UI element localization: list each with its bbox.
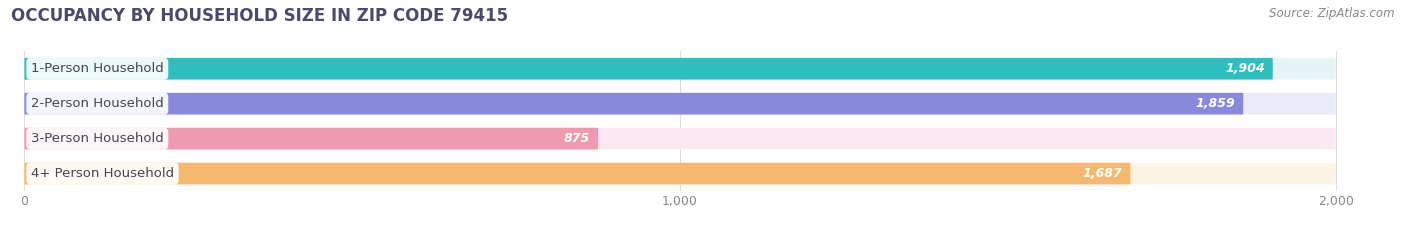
FancyBboxPatch shape	[24, 163, 1130, 185]
Text: 2-Person Household: 2-Person Household	[31, 97, 163, 110]
FancyBboxPatch shape	[24, 128, 598, 150]
FancyBboxPatch shape	[24, 58, 1272, 80]
Text: 875: 875	[564, 132, 591, 145]
Text: 3-Person Household: 3-Person Household	[31, 132, 163, 145]
Text: 1,904: 1,904	[1225, 62, 1265, 75]
Text: Source: ZipAtlas.com: Source: ZipAtlas.com	[1270, 7, 1395, 20]
Text: 1-Person Household: 1-Person Household	[31, 62, 163, 75]
FancyBboxPatch shape	[24, 163, 1336, 185]
FancyBboxPatch shape	[24, 58, 1336, 80]
Text: 4+ Person Household: 4+ Person Household	[31, 167, 174, 180]
FancyBboxPatch shape	[24, 93, 1243, 115]
Text: OCCUPANCY BY HOUSEHOLD SIZE IN ZIP CODE 79415: OCCUPANCY BY HOUSEHOLD SIZE IN ZIP CODE …	[11, 7, 509, 25]
FancyBboxPatch shape	[24, 128, 1336, 150]
Text: 1,687: 1,687	[1083, 167, 1122, 180]
FancyBboxPatch shape	[24, 93, 1336, 115]
Text: 1,859: 1,859	[1195, 97, 1236, 110]
